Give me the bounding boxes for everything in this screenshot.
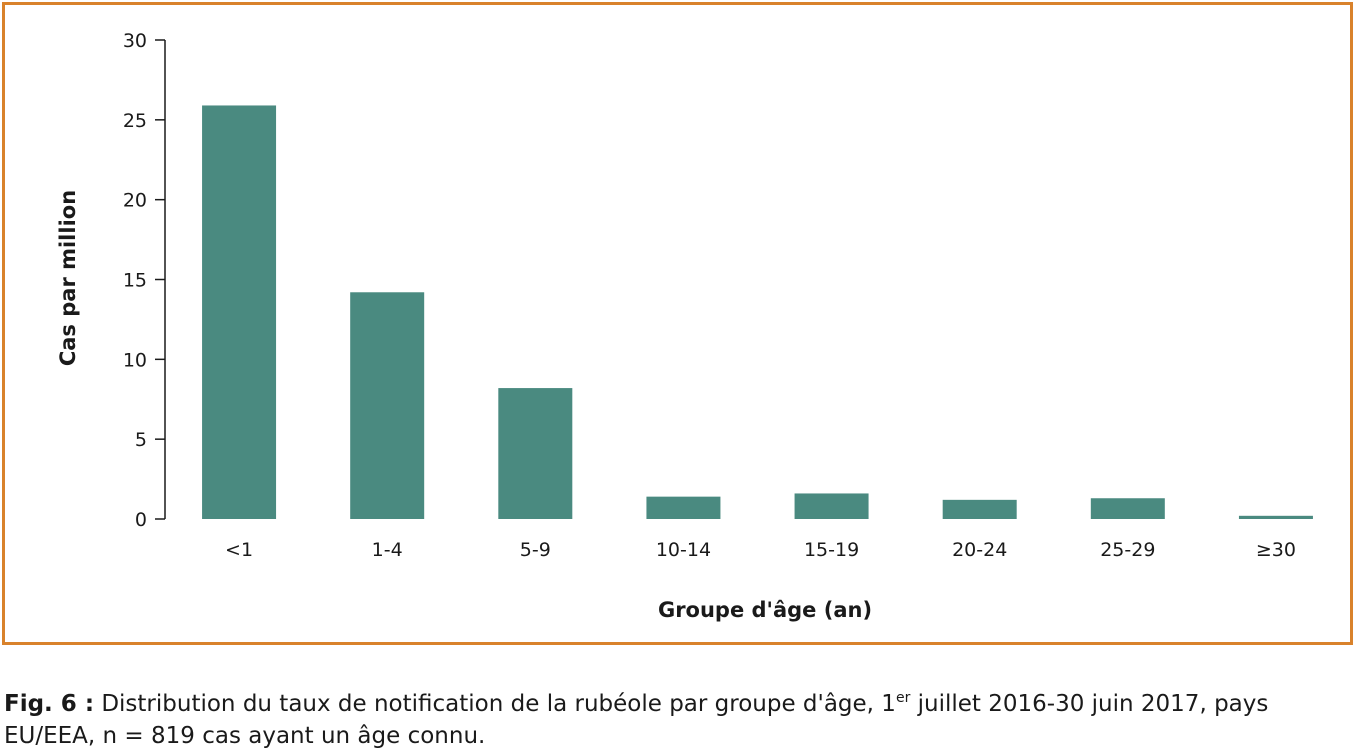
- y-axis: 0 5 10 15 20 25 30: [123, 30, 166, 531]
- y-tick-label: 0: [135, 509, 147, 531]
- caption-text: Distribution du taux de notification de …: [94, 691, 896, 717]
- y-tick-label: 10: [123, 349, 147, 371]
- x-tick-label: 1-4: [372, 539, 403, 561]
- y-tick-label: 30: [123, 30, 147, 52]
- x-tick-label: 5-9: [520, 539, 551, 561]
- y-axis-title: Cas par million: [56, 190, 80, 366]
- x-tick-label: 25-29: [1100, 539, 1155, 561]
- caption-superscript: er: [895, 690, 911, 706]
- figure-caption: Fig. 6 : Distribution du taux de notific…: [4, 688, 1354, 752]
- bar: [498, 388, 573, 519]
- y-tick-label: 20: [123, 190, 147, 212]
- bar: [1238, 515, 1313, 519]
- y-tick-label: 25: [123, 110, 147, 132]
- bar: [350, 292, 425, 519]
- y-tick-label: 5: [135, 429, 147, 451]
- bar-chart: 0 5 10 15 20 25 30 <1 1-4 5-9 10-14 15-19 20-24 25-2…: [56, 30, 1313, 622]
- bar: [1090, 498, 1165, 519]
- x-axis-title: Groupe d'âge (an): [658, 598, 872, 622]
- x-axis: <1 1-4 5-9 10-14 15-19 20-24 25-29 ≥30: [225, 539, 1296, 561]
- bar: [202, 105, 277, 520]
- caption-label: Fig. 6 :: [4, 691, 95, 717]
- x-tick-label: <1: [225, 539, 253, 561]
- x-tick-label: 20-24: [952, 539, 1007, 561]
- x-tick-label: ≥30: [1256, 539, 1296, 561]
- x-tick-label: 15-19: [804, 539, 859, 561]
- chart-frame: [2, 2, 1353, 645]
- bar: [646, 496, 721, 519]
- bar: [794, 493, 869, 519]
- bar: [942, 499, 1017, 519]
- bar-series: [202, 105, 1313, 520]
- caption-text-continued: juillet 2016-30 juin 2017, pays EU/EEA, …: [4, 691, 1269, 749]
- x-tick-label: 10-14: [656, 539, 711, 561]
- y-tick-label: 15: [123, 270, 147, 292]
